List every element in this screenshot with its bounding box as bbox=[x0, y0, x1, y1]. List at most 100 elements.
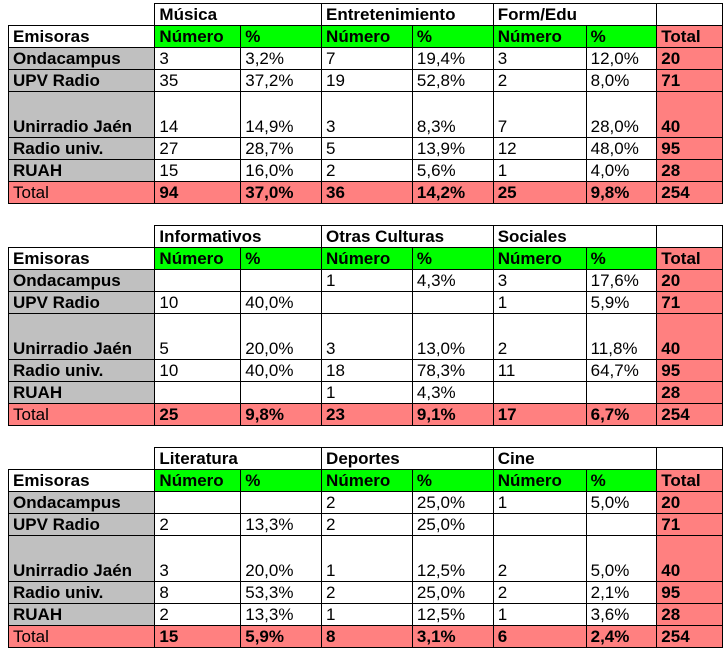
count-cell: 1 bbox=[321, 603, 413, 626]
percent-cell: 13,9% bbox=[411, 137, 494, 160]
count-cell: 3 bbox=[154, 47, 242, 70]
percent-cell: 8,0% bbox=[585, 69, 658, 92]
total-count-cell: 25 bbox=[154, 403, 242, 426]
row-total-cell: 40 bbox=[656, 535, 723, 582]
total-percent-cell: 37,0% bbox=[240, 181, 323, 204]
percent-cell bbox=[240, 269, 323, 292]
table-row: Radio univ. 10 40,0% 18 78,3% 11 64,7% 95 bbox=[7, 359, 723, 382]
percent-cell: 16,0% bbox=[240, 159, 323, 182]
distribution-table: Literatura Deportes Cine Emisoras Número% Núm… bbox=[7, 447, 723, 648]
header-blank-cell bbox=[9, 4, 155, 26]
totals-label: Total bbox=[7, 625, 156, 648]
category-label: Form/Edu bbox=[492, 3, 658, 26]
emisoras-header: Emisoras bbox=[7, 247, 156, 270]
numero-header: Número bbox=[321, 25, 413, 48]
percent-cell: 25,0% bbox=[411, 491, 494, 514]
count-cell: 10 bbox=[154, 359, 242, 382]
percent-cell: 5,0% bbox=[585, 491, 658, 514]
count-cell: 2 bbox=[492, 69, 587, 92]
category-label: Sociales bbox=[492, 225, 658, 248]
count-cell: 2 bbox=[492, 581, 587, 604]
count-cell: 2 bbox=[321, 513, 413, 536]
header-total-blank-cell bbox=[656, 447, 723, 470]
count-cell bbox=[492, 513, 587, 536]
header-blank-cell bbox=[9, 448, 155, 470]
row-total-cell: 20 bbox=[656, 269, 723, 292]
table-row: Ondacampus 1 4,3% 3 17,6% 20 bbox=[7, 269, 723, 292]
category-label: Deportes bbox=[321, 447, 494, 470]
total-count-cell: 25 bbox=[492, 181, 587, 204]
percent-cell: 17,6% bbox=[585, 269, 658, 292]
count-cell: 8 bbox=[154, 581, 242, 604]
station-name: RUAH bbox=[7, 381, 156, 404]
count-cell: 14 bbox=[154, 91, 242, 138]
percent-cell: 4,0% bbox=[585, 159, 658, 182]
count-cell: 5 bbox=[321, 137, 413, 160]
percent-header: % bbox=[411, 25, 494, 48]
percent-cell bbox=[240, 491, 323, 514]
header-total-blank-cell bbox=[656, 3, 723, 26]
percent-cell: 40,0% bbox=[240, 291, 323, 314]
count-cell: 7 bbox=[492, 91, 587, 138]
count-cell: 1 bbox=[492, 291, 587, 314]
category-label: Entretenimiento bbox=[321, 3, 494, 26]
numero-header: Número bbox=[321, 247, 413, 270]
percent-cell: 13,0% bbox=[411, 313, 494, 360]
percent-cell: 25,0% bbox=[411, 513, 494, 536]
count-cell: 1 bbox=[492, 603, 587, 626]
station-name: Unirradio Jaén bbox=[7, 313, 156, 360]
header-total-blank-cell bbox=[656, 225, 723, 248]
header-blank-cell bbox=[9, 226, 155, 248]
totals-row: Total 25 9,8% 23 9,1% 17 6,7% 254 bbox=[7, 403, 723, 426]
percent-cell: 3,6% bbox=[585, 603, 658, 626]
percent-cell: 40,0% bbox=[240, 359, 323, 382]
count-cell: 2 bbox=[321, 159, 413, 182]
station-name: UPV Radio bbox=[7, 69, 156, 92]
percent-cell bbox=[585, 513, 658, 536]
station-name: Unirradio Jaén bbox=[7, 91, 156, 138]
numero-header: Número bbox=[492, 247, 587, 270]
emisoras-header: Emisoras bbox=[7, 469, 156, 492]
grand-total-cell: 254 bbox=[656, 181, 723, 204]
count-cell: 3 bbox=[321, 91, 413, 138]
count-cell: 11 bbox=[492, 359, 587, 382]
count-cell: 5 bbox=[154, 313, 242, 360]
row-total-cell: 40 bbox=[656, 313, 723, 360]
column-header-row: Emisoras Número% Número% Número% Total bbox=[7, 25, 723, 48]
percent-cell: 25,0% bbox=[411, 581, 494, 604]
row-total-cell: 28 bbox=[656, 603, 723, 626]
emisoras-header: Emisoras bbox=[7, 25, 156, 48]
column-header-row: Emisoras Número% Número% Número% Total bbox=[7, 469, 723, 492]
percent-cell: 64,7% bbox=[585, 359, 658, 382]
total-percent-cell: 3,1% bbox=[411, 625, 494, 648]
percent-cell bbox=[585, 381, 658, 404]
percent-cell: 53,3% bbox=[240, 581, 323, 604]
row-total-cell: 95 bbox=[656, 581, 723, 604]
station-name: Radio univ. bbox=[7, 137, 156, 160]
station-name: UPV Radio bbox=[7, 513, 156, 536]
percent-cell: 37,2% bbox=[240, 69, 323, 92]
count-cell: 2 bbox=[321, 581, 413, 604]
percent-header: % bbox=[585, 25, 658, 48]
station-name: Ondacampus bbox=[7, 491, 156, 514]
percent-cell: 12,5% bbox=[411, 603, 494, 626]
count-cell: 3 bbox=[492, 47, 587, 70]
percent-header: % bbox=[585, 469, 658, 492]
table-spacer bbox=[8, 426, 723, 447]
percent-header: % bbox=[411, 469, 494, 492]
numero-header: Número bbox=[492, 469, 587, 492]
percent-header: % bbox=[585, 247, 658, 270]
count-cell: 2 bbox=[492, 535, 587, 582]
row-total-cell: 95 bbox=[656, 359, 723, 382]
station-name: Ondacampus bbox=[7, 269, 156, 292]
count-cell bbox=[492, 381, 587, 404]
table-row: RUAH 2 13,3% 1 12,5% 1 3,6% 28 bbox=[7, 603, 723, 626]
percent-cell: 48,0% bbox=[585, 137, 658, 160]
table-row: RUAH 1 4,3% 28 bbox=[7, 381, 723, 404]
percent-cell: 12,5% bbox=[411, 535, 494, 582]
count-cell bbox=[154, 381, 242, 404]
station-name: Ondacampus bbox=[7, 47, 156, 70]
category-header-row: Informativos Otras Culturas Sociales bbox=[9, 225, 723, 248]
numero-header: Número bbox=[492, 25, 587, 48]
percent-cell: 4,3% bbox=[411, 269, 494, 292]
